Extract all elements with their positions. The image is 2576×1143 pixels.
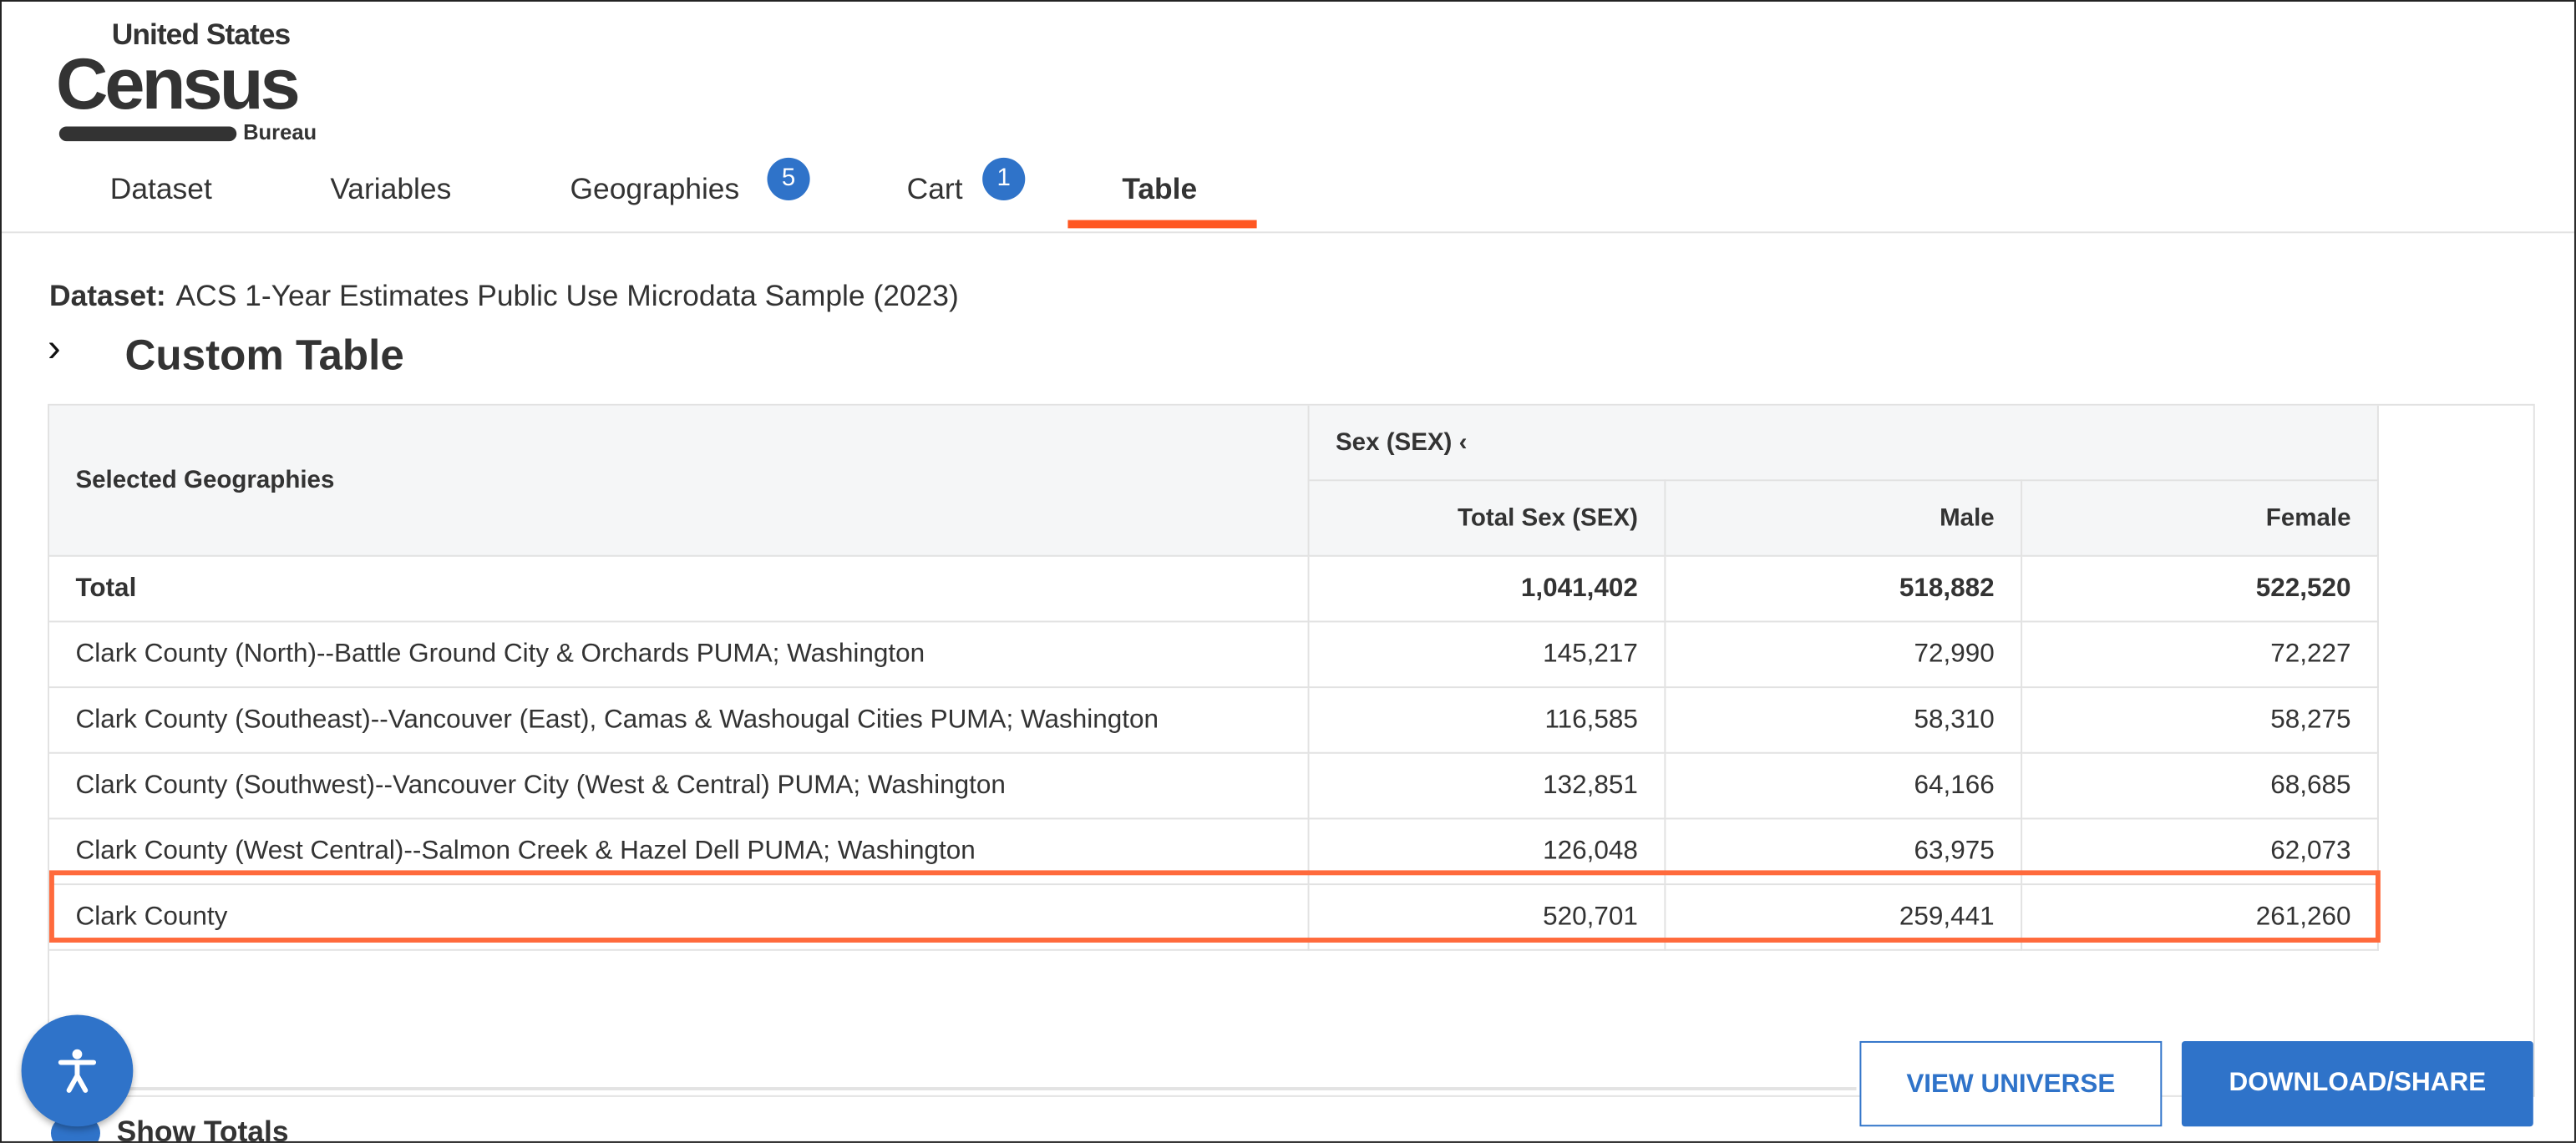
female-cell: 58,275 [2021,687,2379,754]
female-cell: 68,685 [2021,752,2379,820]
total-cell: 132,851 [1308,752,1666,820]
download-share-button[interactable]: DOWNLOAD/SHARE [2181,1040,2533,1127]
total-cell: 116,585 [1308,687,1666,754]
page-title: Custom Table [124,330,404,380]
tab-label: Variables [330,172,452,205]
tab-geographies[interactable]: Geographies 5 [570,157,810,207]
geography-cell: Total [49,555,1310,623]
tab-label: Geographies [570,172,740,205]
dataset-label: Dataset: [49,279,166,312]
results-table-container: Selected Geographies Sex (SEX) ‹ Total S… [48,403,2535,1097]
results-table: Selected Geographies Sex (SEX) ‹ Total S… [49,405,2379,951]
male-cell: 518,882 [1665,555,2023,623]
column-header-total[interactable]: Total Sex (SEX) [1308,480,1666,557]
male-cell: 64,166 [1665,752,2023,820]
geography-cell: Clark County (Southwest)--Vancouver City… [49,752,1310,820]
table-row: Clark County (North)--Battle Ground City… [49,621,2379,689]
logo-text: United States [111,18,291,51]
table-row: Clark County (Southwest)--Vancouver City… [49,752,2379,820]
accessibility-icon [58,1049,97,1093]
tab-cart[interactable]: Cart 1 [906,157,1026,207]
active-tab-indicator [1067,220,1257,229]
tab-label: Table [1122,172,1198,205]
logo-text: Census [55,44,301,125]
collapse-chevron-icon[interactable]: ‹ [1458,428,1468,457]
nav-tabs: Dataset Variables Geographies 5 Cart 1 Tab… [1,153,2574,234]
logo-bar [58,126,237,142]
geography-cell: Clark County (North)--Battle Ground City… [49,621,1310,689]
census-logo[interactable]: United States Census Bureau [56,18,352,146]
tab-dataset[interactable]: Dataset [110,173,212,207]
total-cell: 145,217 [1308,621,1666,689]
dataset-line: Dataset: ACS 1-Year Estimates Public Use … [49,279,959,313]
tab-table[interactable]: Table [1122,173,1197,207]
male-cell: 72,990 [1665,621,2023,689]
male-cell: 58,310 [1665,687,2023,754]
column-group-sex[interactable]: Sex (SEX) ‹ [1308,405,2379,482]
cart-count-badge: 1 [982,157,1026,200]
female-cell: 72,227 [2021,621,2379,689]
tab-label: Dataset [109,172,212,205]
column-header-female[interactable]: Female [2021,480,2379,557]
geographies-count-badge: 5 [767,157,810,200]
column-header-geographies: Selected Geographies [49,405,1310,557]
total-row: Total 1,041,402 518,882 522,520 [49,555,2379,623]
highlighted-row-outline [49,870,2381,943]
view-universe-button[interactable]: VIEW UNIVERSE [1859,1040,2163,1127]
column-header-male[interactable]: Male [1665,480,2023,557]
tab-label: Cart [906,172,963,205]
group-header-label: Sex (SEX) [1336,428,1453,457]
divider [49,1087,1857,1090]
female-cell: 522,520 [2021,555,2379,623]
table-row: Clark County (Southeast)--Vancouver (Eas… [49,687,2379,754]
geography-cell: Clark County (Southeast)--Vancouver (Eas… [49,687,1310,754]
show-totals-label: Show Totals [116,1115,289,1143]
tab-variables[interactable]: Variables [330,173,451,207]
accessibility-button[interactable] [21,1014,134,1127]
dataset-value: ACS 1-Year Estimates Public Use Microdat… [175,279,959,312]
logo-text: Bureau [243,119,317,145]
total-cell: 1,041,402 [1308,555,1666,623]
chevron-right-icon[interactable]: › [48,326,61,372]
